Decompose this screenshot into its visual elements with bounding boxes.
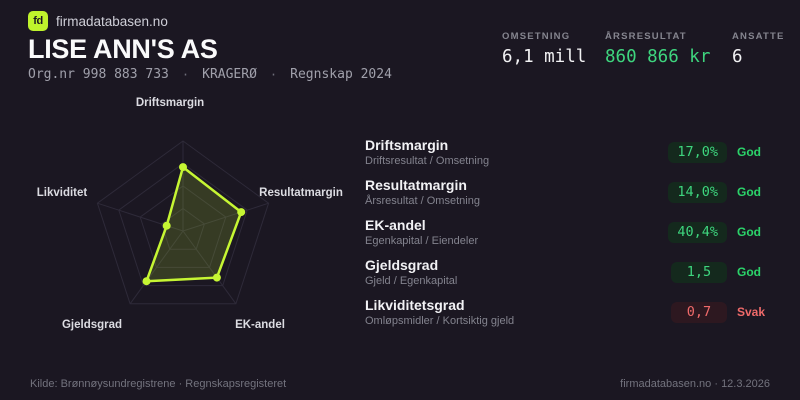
metric-name: Likviditetsgrad — [365, 296, 465, 313]
metric-value-badge: 1,5 — [671, 261, 727, 283]
brand-logo-icon: fd — [28, 11, 48, 31]
stat-value: 6,1 mill — [502, 47, 587, 67]
radar-axis-gjeldsgrad: Gjeldsgrad — [61, 319, 123, 331]
metric-row-ek-andel: EK-andel Egenkapital / Eiendeler 40,4% G… — [365, 212, 777, 252]
stat-value: 6 — [732, 47, 743, 67]
stat-ansatte: ANSATTE 6 — [732, 31, 785, 67]
metric-rating: Svak — [737, 305, 766, 319]
separator-dot: · — [181, 67, 190, 82]
metric-formula: Omløpsmidler / Kortsiktig gjeld — [365, 314, 515, 327]
metric-name: Driftsmargin — [365, 136, 449, 153]
radar-axis-ek-andel: EK-andel — [235, 319, 285, 331]
brand-name[interactable]: firmadatabasen.no — [56, 13, 168, 29]
metric-formula: Driftsresultat / Omsetning — [365, 154, 490, 167]
company-location: KRAGERØ — [202, 67, 257, 82]
metric-rating: God — [737, 185, 761, 199]
stat-value: 860 866 kr — [605, 47, 711, 67]
metric-row-gjeldsgrad: Gjeldsgrad Gjeld / Egenkapital 1,5 God — [365, 252, 777, 292]
metric-name: Gjeldsgrad — [365, 256, 439, 273]
metric-value-badge: 40,4% — [668, 221, 727, 243]
metrics-panel: Driftsmargin Driftsresultat / Omsetning … — [365, 132, 777, 332]
metric-row-likviditetsgrad: Likviditetsgrad Omløpsmidler / Kortsikti… — [365, 292, 777, 332]
metric-row-resultatmargin: Resultatmargin Årsresultat / Omsetning 1… — [365, 172, 777, 212]
company-title: LISE ANN'S AS — [28, 34, 218, 64]
metric-formula: Gjeld / Egenkapital — [365, 274, 458, 287]
separator-dot: · — [269, 67, 278, 82]
radar-chart-area: Driftsmargin Resultatmargin EK-andel Gje… — [10, 92, 356, 354]
metric-formula: Egenkapital / Eiendeler — [365, 234, 479, 247]
metric-name: EK-andel — [365, 216, 426, 233]
metric-formula: Årsresultat / Omsetning — [365, 194, 480, 207]
footer-source: Kilde: Brønnøysundregistrene · Regnskaps… — [30, 378, 287, 390]
stat-arsresultat: ÅRSRESULTAT 860 866 kr — [605, 31, 710, 67]
stat-label: OMSETNING — [502, 31, 571, 42]
radar-axis-driftsmargin: Driftsmargin — [135, 97, 205, 109]
metric-rating: God — [737, 265, 761, 279]
metric-rating: God — [737, 145, 761, 159]
radar-chart — [96, 140, 270, 305]
radar-axis-likviditet: Likviditet — [36, 187, 88, 199]
metric-name: Resultatmargin — [365, 176, 467, 193]
metric-value-badge: 14,0% — [668, 181, 727, 203]
org-number: Org.nr 998 883 733 — [28, 67, 169, 82]
metric-value-badge: 0,7 — [671, 301, 727, 323]
report-year: Regnskap 2024 — [290, 67, 392, 82]
footer: Kilde: Brønnøysundregistrene · Regnskaps… — [0, 368, 800, 400]
stat-omsetning: OMSETNING 6,1 mill — [502, 31, 586, 67]
radar-axis-resultatmargin: Resultatmargin — [259, 187, 343, 199]
brand: fd firmadatabasen.no — [28, 11, 168, 31]
metric-value-badge: 17,0% — [668, 141, 727, 163]
metric-rating: God — [737, 225, 761, 239]
metric-row-driftsmargin: Driftsmargin Driftsresultat / Omsetning … — [365, 132, 777, 172]
stat-label: ÅRSRESULTAT — [605, 31, 687, 42]
company-subtitle: Org.nr 998 883 733 · KRAGERØ · Regnskap … — [28, 67, 392, 82]
footer-site: firmadatabasen.no · 12.3.2026 — [620, 378, 770, 390]
stat-label: ANSATTE — [732, 31, 785, 42]
